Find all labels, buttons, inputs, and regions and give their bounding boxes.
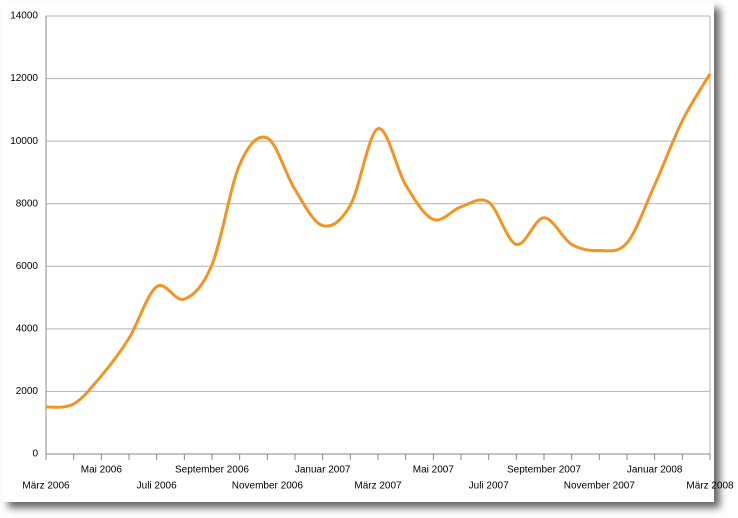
x-tick-label: Juli 2007 bbox=[469, 481, 509, 492]
y-tick-label: 8000 bbox=[16, 198, 39, 209]
x-tick-label: März 2007 bbox=[354, 481, 402, 492]
x-tick-label: Juli 2006 bbox=[137, 481, 177, 492]
y-tick-label: 4000 bbox=[16, 323, 39, 334]
x-tick-label: September 2006 bbox=[175, 465, 249, 476]
x-tick-label: November 2007 bbox=[564, 481, 636, 492]
y-tick-label: 14000 bbox=[10, 11, 38, 22]
y-tick-label: 10000 bbox=[10, 136, 38, 147]
x-tick-label: März 2008 bbox=[686, 481, 734, 492]
x-tick-label: Mai 2006 bbox=[81, 465, 123, 476]
x-tick-label: September 2007 bbox=[507, 465, 581, 476]
x-tick-label: November 2006 bbox=[232, 481, 304, 492]
y-tick-label: 0 bbox=[32, 449, 38, 460]
y-tick-label: 6000 bbox=[16, 261, 39, 272]
x-tick-label: Mai 2007 bbox=[413, 465, 455, 476]
y-tick-label: 2000 bbox=[16, 386, 39, 397]
data-line bbox=[45, 73, 712, 409]
x-tick-label: Januar 2008 bbox=[627, 465, 683, 476]
y-tick-label: 12000 bbox=[10, 73, 38, 84]
x-tick-label: Januar 2007 bbox=[295, 465, 351, 476]
x-tick-label: März 2006 bbox=[22, 481, 70, 492]
